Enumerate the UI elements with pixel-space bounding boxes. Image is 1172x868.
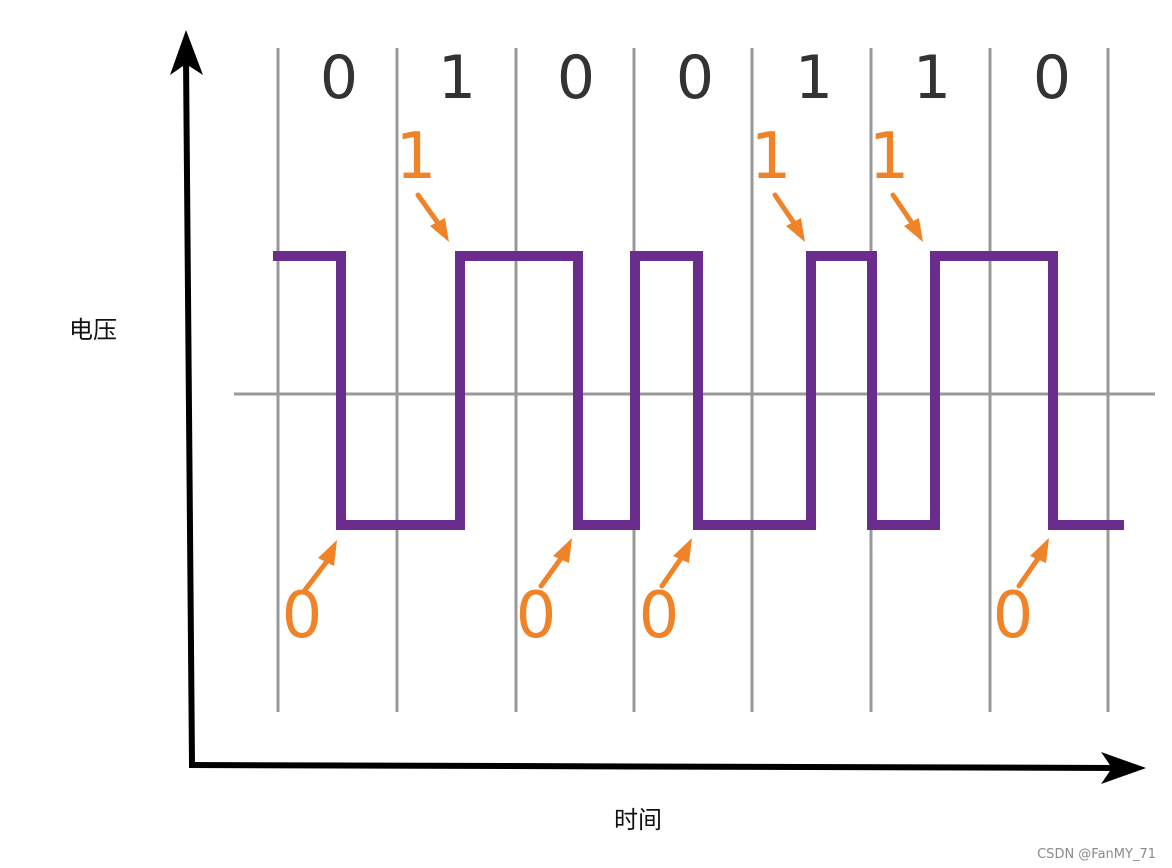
bit-label-3: 0 xyxy=(557,43,595,113)
edge-label-5: 1 xyxy=(869,120,910,194)
bit-labels: 0 1 0 0 1 1 0 xyxy=(320,43,1071,113)
arrow-head-icon xyxy=(318,540,337,566)
edge-label-6: 0 xyxy=(993,579,1034,653)
falling-edge-annotation: 0 xyxy=(516,538,572,653)
arrow-head-icon xyxy=(1030,538,1049,563)
edge-label-3: 0 xyxy=(639,579,680,653)
arrow-head-icon xyxy=(786,218,805,242)
manchester-waveform xyxy=(273,251,1124,530)
bit-label-1: 0 xyxy=(320,43,358,113)
arrow-head-icon xyxy=(673,538,692,563)
rising-edge-annotation: 1 xyxy=(396,120,449,242)
y-axis-label: 电压 xyxy=(69,316,117,344)
axes xyxy=(170,30,1146,784)
falling-edge-annotation: 0 xyxy=(639,538,692,653)
annotation-arrow xyxy=(890,192,915,226)
x-axis-label: 时间 xyxy=(614,806,662,834)
annotation-arrow xyxy=(1016,554,1042,589)
bit-label-5: 1 xyxy=(795,43,833,113)
x-axis-arrow-icon xyxy=(1101,752,1146,784)
x-axis xyxy=(188,762,1119,771)
annotation-arrow xyxy=(538,554,565,589)
rising-edge-annotation: 1 xyxy=(751,120,805,242)
bit-label-4: 0 xyxy=(676,43,714,113)
falling-edge-annotation: 0 xyxy=(993,538,1049,653)
bit-label-7: 0 xyxy=(1033,43,1071,113)
watermark: CSDN @FanMY_71 xyxy=(1037,847,1156,862)
arrow-head-icon xyxy=(904,218,923,242)
rising-edge-annotation: 1 xyxy=(869,120,923,242)
bit-label-6: 1 xyxy=(913,43,951,113)
y-axis-arrow-icon xyxy=(170,30,203,75)
edge-label-4: 1 xyxy=(751,120,792,194)
arrow-head-icon xyxy=(553,538,572,563)
falling-edge-annotation: 0 xyxy=(282,540,337,653)
annotation-arrow xyxy=(659,554,685,589)
edge-label-2: 0 xyxy=(516,579,557,653)
arrow-head-icon xyxy=(430,218,449,242)
edge-label-0: 0 xyxy=(282,579,323,653)
edge-annotations: 0 1 0 0 1 1 xyxy=(282,120,1049,653)
y-axis xyxy=(183,57,195,766)
annotation-arrow xyxy=(772,192,797,226)
annotation-arrow xyxy=(415,192,441,226)
bit-label-2: 1 xyxy=(438,43,476,113)
edge-label-1: 1 xyxy=(396,120,437,194)
annotation-arrow xyxy=(302,557,331,593)
